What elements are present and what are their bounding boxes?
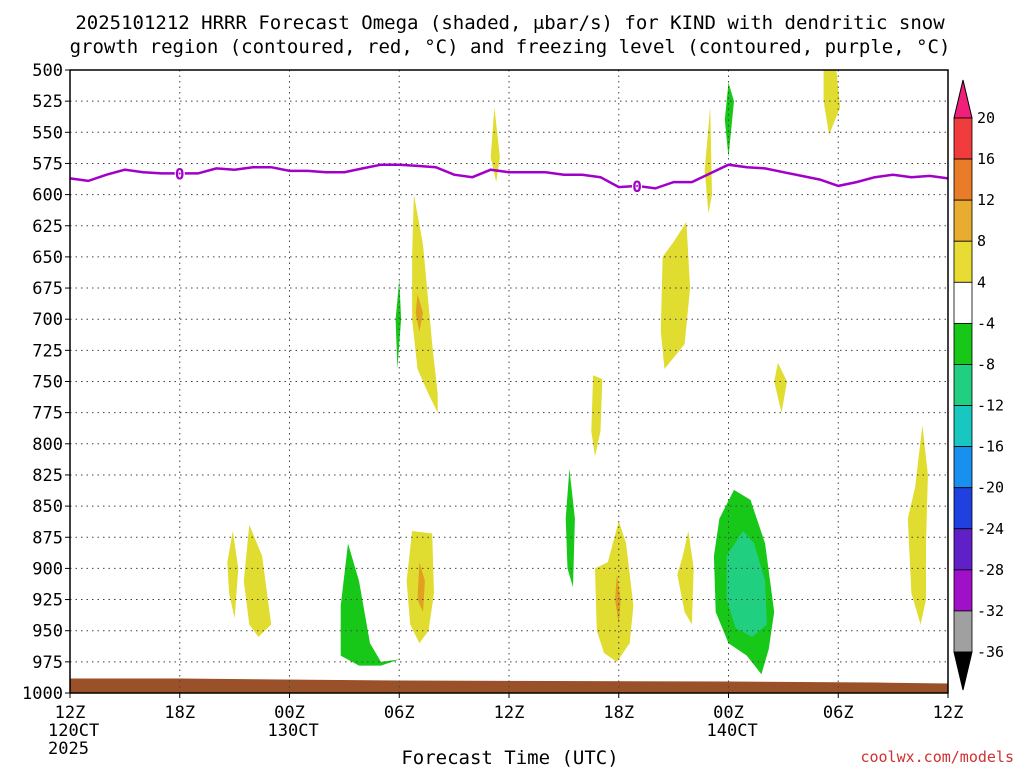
plot-background — [70, 70, 948, 693]
x-tick-sublabel: 130CT — [268, 721, 319, 741]
omega-region-11 — [565, 468, 575, 588]
y-tick-label: 600 — [32, 186, 63, 206]
y-tick-label: 875 — [32, 528, 63, 548]
x-tick-label: 18Z — [603, 703, 634, 723]
omega-region-2 — [490, 107, 500, 183]
colorbar-segment — [953, 240, 973, 283]
colorbar-segment — [953, 199, 973, 242]
y-tick-label: 975 — [32, 653, 63, 673]
x-tick-label: 06Z — [823, 703, 854, 723]
colorbar-label: 20 — [977, 109, 995, 127]
chart-title: 2025101212 HRRR Forecast Omega (shaded, … — [70, 12, 951, 58]
colorbar-segment — [953, 610, 973, 653]
freezing-label-bg — [174, 165, 185, 182]
y-tick-label: 850 — [32, 497, 63, 517]
terrain-surface — [70, 678, 948, 693]
y-tick-label: 625 — [32, 217, 63, 237]
colorbar-label: -32 — [977, 602, 1004, 620]
y-tick-label: 550 — [32, 123, 63, 143]
y-tick-label: 775 — [32, 404, 63, 424]
credit-text: coolwx.com/models — [860, 748, 1014, 766]
omega-region-9 — [774, 362, 787, 413]
omega-region-6 — [415, 294, 423, 332]
colorbar-label: -8 — [977, 355, 995, 373]
colorbar-label: -20 — [977, 479, 1004, 497]
y-tick-label: 500 — [32, 61, 63, 81]
omega-region-19 — [677, 531, 694, 625]
y-tick-label: 650 — [32, 248, 63, 268]
colorbar-label: -36 — [977, 643, 1004, 661]
colorbar-segment — [953, 487, 973, 530]
freezing-label-bg — [632, 177, 643, 194]
colorbar-label: -16 — [977, 438, 1004, 456]
omega-region-13 — [227, 531, 239, 619]
omega-region-8 — [591, 375, 603, 457]
title-line-2: growth region (contoured, red, °C) and f… — [70, 36, 951, 58]
omega-region-21 — [726, 531, 767, 637]
omega-region-4 — [660, 222, 691, 369]
omega-region-14 — [340, 543, 400, 666]
y-tick-label: 950 — [32, 622, 63, 642]
omega-region-5 — [412, 194, 438, 413]
y-tick-label: 750 — [32, 373, 63, 393]
y-tick-label: 825 — [32, 466, 63, 486]
colorbar-label: -24 — [977, 520, 1004, 538]
x-tick-label: 12Z — [933, 703, 964, 723]
omega-region-1 — [724, 82, 734, 158]
y-tick-label: 700 — [32, 310, 63, 330]
colorbar-segment — [953, 446, 973, 489]
x-tick-sublabel: 120CT — [48, 721, 99, 741]
y-tick-label: 525 — [32, 92, 63, 112]
colorbar-bottom-arrow — [953, 651, 973, 691]
x-tick-label: 12Z — [55, 703, 86, 723]
colorbar-label: -12 — [977, 397, 1004, 415]
colorbar-label: -28 — [977, 561, 1004, 579]
colorbar-segment — [953, 528, 973, 571]
x-tick-label: 06Z — [384, 703, 415, 723]
omega-region-0 — [823, 70, 841, 135]
y-tick-label: 675 — [32, 279, 63, 299]
x-tick-label: 18Z — [164, 703, 195, 723]
y-tick-label: 1000 — [22, 684, 63, 704]
colorbar-segment — [953, 322, 973, 365]
x-tick-label: 00Z — [713, 703, 744, 723]
x-axis-title: Forecast Time (UTC) — [401, 747, 618, 768]
x-tick-sublabel: 140CT — [707, 721, 758, 741]
freezing-level-label-0: 0 — [175, 164, 185, 183]
y-tick-label: 800 — [32, 435, 63, 455]
y-tick-label: 900 — [32, 559, 63, 579]
freezing-level-label-1: 0 — [632, 177, 642, 196]
x-tick-label: 12Z — [494, 703, 525, 723]
colorbar-top-arrow — [953, 79, 973, 119]
colorbar-label: 16 — [977, 150, 995, 168]
colorbar-segment — [953, 364, 973, 406]
colorbar-segment — [953, 569, 973, 612]
colorbar-segment — [953, 281, 973, 324]
omega-region-3 — [704, 107, 712, 214]
y-tick-label: 925 — [32, 591, 63, 611]
colorbar-label: -4 — [977, 314, 995, 332]
y-tick-label: 725 — [32, 341, 63, 361]
x-tick-sublabel: 2025 — [48, 739, 89, 759]
colorbar-segment — [953, 158, 973, 201]
plot-area: 00 — [69, 70, 949, 693]
title-line-1: 2025101212 HRRR Forecast Omega (shaded, … — [75, 12, 945, 34]
colorbar: 20 16 12 8 4 -4 -8 -12 -16 -20 -24 -28 -32 -36 — [953, 79, 1004, 691]
freezing-level-line — [69, 163, 949, 190]
y-tick-label: 575 — [32, 154, 63, 174]
omega-region-17 — [595, 521, 634, 662]
axes: 500 525 550 575 600 625 650 675 700 725 750 775 800 8… — [22, 61, 963, 759]
colorbar-label: 8 — [977, 232, 986, 250]
colorbar-segment — [953, 405, 973, 448]
colorbar-segment — [953, 117, 973, 160]
omega-region-12 — [243, 524, 272, 637]
omega-region-18 — [615, 574, 621, 625]
x-tick-label: 00Z — [274, 703, 305, 723]
colorbar-label: 4 — [977, 273, 986, 291]
colorbar-label: 12 — [977, 191, 995, 209]
